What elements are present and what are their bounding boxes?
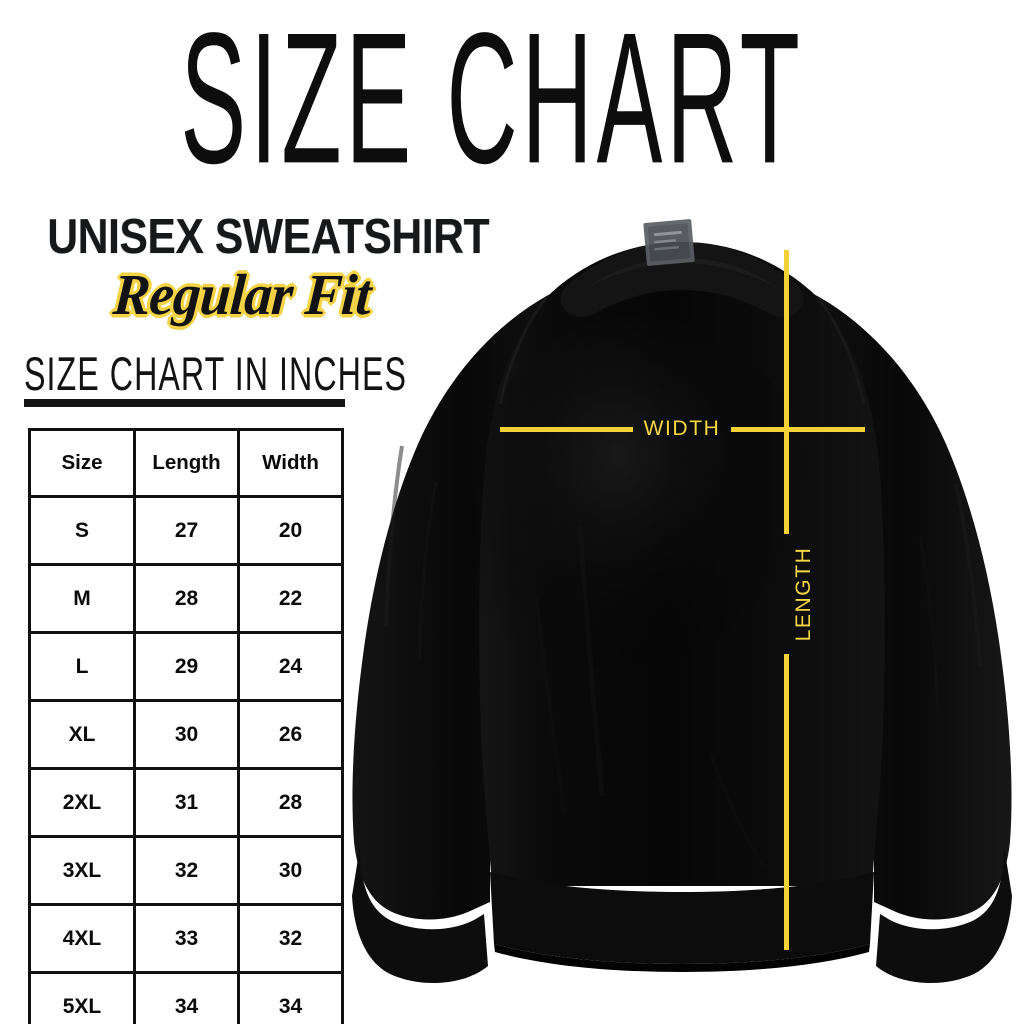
cell-width: 30 <box>237 835 344 906</box>
table-row: 2XL 31 28 <box>28 767 344 838</box>
length-measure-line-top <box>784 250 789 534</box>
table-row: L 29 24 <box>28 631 344 702</box>
table-row: M 28 22 <box>28 563 344 634</box>
chest-highlight <box>460 316 820 736</box>
cell-size: 2XL <box>28 767 136 838</box>
cell-width: 32 <box>237 903 344 974</box>
column-header-width: Width <box>237 428 344 498</box>
cell-length: 30 <box>133 699 240 770</box>
cell-width: 24 <box>237 631 344 702</box>
left-shoulder-seam <box>498 297 548 405</box>
cell-size: 5XL <box>28 971 136 1024</box>
cell-length: 33 <box>133 903 240 974</box>
cell-width: 22 <box>237 563 344 634</box>
width-measure-line-left <box>500 427 633 432</box>
cell-length: 31 <box>133 767 240 838</box>
table-heading: SIZE CHART IN INCHES <box>24 346 408 400</box>
cell-size: L <box>28 631 136 702</box>
cell-length: 28 <box>133 563 240 634</box>
cell-length: 34 <box>133 971 240 1024</box>
table-heading-underline <box>24 399 345 407</box>
waistband-edge <box>494 944 870 972</box>
collar <box>560 242 804 318</box>
collar-inner-shadow <box>583 258 781 290</box>
cell-size: XL <box>28 699 136 770</box>
cell-size: M <box>28 563 136 634</box>
waistband <box>490 872 874 964</box>
page-title: SIZE CHART <box>180 0 804 203</box>
table-row: S 27 20 <box>28 495 344 566</box>
cell-size: 3XL <box>28 835 136 906</box>
fabric-fold <box>577 525 605 797</box>
cell-length: 29 <box>133 631 240 702</box>
brand-tag <box>643 219 695 266</box>
cell-width: 34 <box>237 971 344 1024</box>
column-header-length: Length <box>133 428 240 498</box>
size-table: Size Length Width S 27 20 M 28 22 L 29 2… <box>28 428 344 1024</box>
length-measure-line-bottom <box>784 654 789 950</box>
cell-width: 28 <box>237 767 344 838</box>
cell-width: 26 <box>237 699 344 770</box>
cell-length: 32 <box>133 835 240 906</box>
table-header-row: Size Length Width <box>28 428 344 498</box>
sweatshirt-image <box>340 196 1024 996</box>
right-shoulder-seam <box>816 297 866 405</box>
fabric-fold <box>418 481 438 663</box>
cell-size: 4XL <box>28 903 136 974</box>
cell-length: 27 <box>133 495 240 566</box>
right-cuff <box>876 846 1012 984</box>
column-header-size: Size <box>28 428 136 498</box>
width-measure-line-right <box>731 427 865 432</box>
fabric-fold <box>534 595 566 815</box>
length-measure-label: LENGTH <box>792 546 815 642</box>
table-row: 4XL 33 32 <box>28 903 344 974</box>
cell-width: 20 <box>237 495 344 566</box>
fabric-fold <box>918 535 940 713</box>
cell-size: S <box>28 495 136 566</box>
table-row: 3XL 32 30 <box>28 835 344 906</box>
fabric-fold <box>954 483 982 667</box>
fabric-fold <box>384 445 404 627</box>
left-cuff <box>352 846 488 984</box>
table-row: XL 30 26 <box>28 699 344 770</box>
fabric-fold <box>710 755 766 870</box>
table-row: 5XL 34 34 <box>28 971 344 1024</box>
product-name: UNISEX SWEATSHIRT <box>47 210 490 264</box>
width-measure-label: WIDTH <box>643 417 721 440</box>
